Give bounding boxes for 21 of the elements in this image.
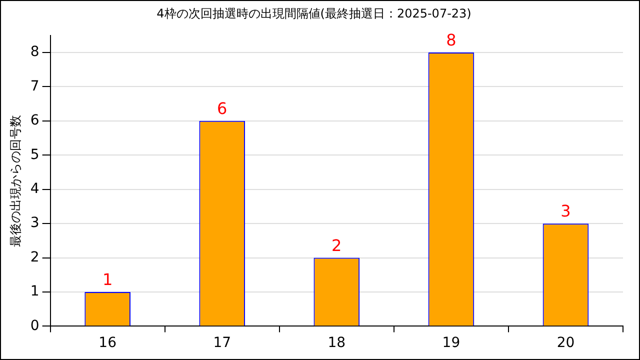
y-tick-label: 0 xyxy=(30,318,40,334)
data-label: 2 xyxy=(332,236,342,255)
data-label: 3 xyxy=(560,202,571,221)
x-tick-label: 20 xyxy=(556,335,575,352)
x-tick-label: 17 xyxy=(213,335,232,352)
y-tick-label: 8 xyxy=(30,44,40,60)
y-tick-label: 1 xyxy=(30,284,40,300)
data-label: 6 xyxy=(217,99,228,118)
data-label: 1 xyxy=(102,270,113,290)
x-tick-label: 18 xyxy=(328,335,346,352)
chart-title: 4枠の次回抽選時の出現間隔値(最終抽選日：2025-07-23) xyxy=(156,6,472,20)
y-tick-label: 6 xyxy=(30,112,40,129)
y-axis-title: 最後の出現からの回号数 xyxy=(8,114,22,247)
y-tick-label: 5 xyxy=(30,146,40,163)
y-tick-label: 3 xyxy=(30,215,40,232)
x-tick-label: 19 xyxy=(442,335,460,352)
y-tick-label: 4 xyxy=(30,180,40,197)
x-tick-label: 16 xyxy=(98,335,117,352)
data-label: 8 xyxy=(446,30,456,50)
y-tick-label: 7 xyxy=(30,78,40,94)
y-tick-label: 2 xyxy=(30,249,40,266)
